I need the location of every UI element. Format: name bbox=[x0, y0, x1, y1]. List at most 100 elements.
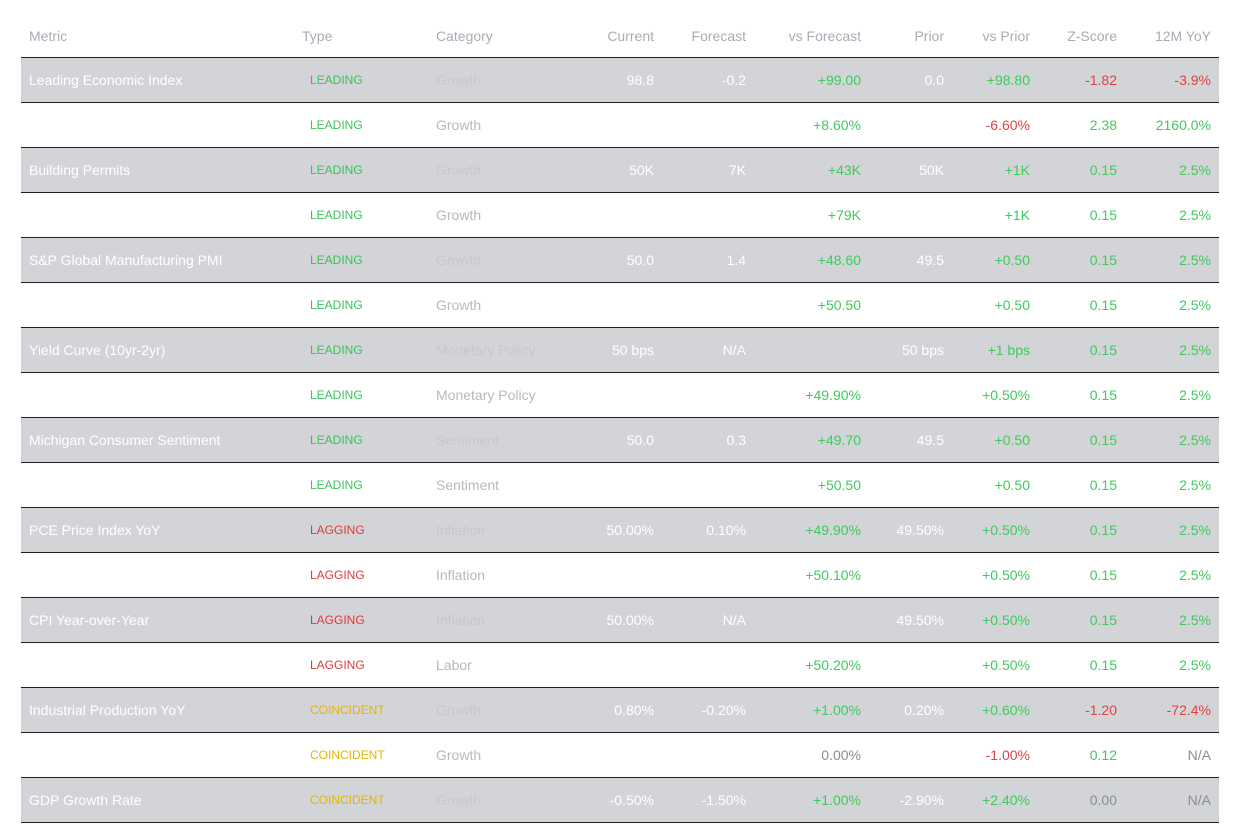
vs-prior-cell: +0.50% bbox=[952, 642, 1038, 688]
vs-prior-cell: +0.50 bbox=[952, 462, 1038, 508]
yoy-cell: 2.5% bbox=[1125, 462, 1219, 508]
forecast-cell: 7K bbox=[662, 147, 754, 193]
vs-prior-cell: +1K bbox=[952, 192, 1038, 238]
table-row[interactable]: GDP Growth Rate COINCIDENT Growth -0.50% -1.… bbox=[21, 777, 1219, 823]
zscore-cell: -1.20 bbox=[1038, 687, 1125, 733]
prior-cell: 49.50% bbox=[869, 507, 952, 553]
column-header-metric[interactable]: Metric bbox=[21, 14, 294, 58]
vs-prior-cell: +0.50% bbox=[952, 372, 1038, 418]
column-header-yoy[interactable]: 12M YoY bbox=[1125, 14, 1219, 58]
zscore-cell: 0.15 bbox=[1038, 552, 1125, 598]
column-header-vs-forecast[interactable]: vs Forecast bbox=[754, 14, 869, 58]
vs-forecast-cell: +50.10% bbox=[754, 552, 869, 598]
column-header-zscore[interactable]: Z-Score bbox=[1038, 14, 1125, 58]
table-row[interactable]: Leading Economic Index LEADING Growth 98.8-… bbox=[21, 57, 1219, 103]
yoy-cell: N/A bbox=[1125, 777, 1219, 823]
metric-cell bbox=[21, 642, 294, 688]
current-cell bbox=[577, 732, 662, 778]
zscore-cell: 0.15 bbox=[1038, 507, 1125, 553]
current-cell bbox=[577, 282, 662, 328]
vs-forecast-cell bbox=[754, 327, 869, 373]
vs-forecast-cell: +1.00% bbox=[754, 777, 869, 823]
table-row[interactable]: Yield Curve (10yr-2yr) LEADING Monetary Po… bbox=[21, 327, 1219, 373]
metric-cell: Leading Economic Index bbox=[21, 57, 294, 103]
column-header-category[interactable]: Category bbox=[428, 14, 577, 58]
table-row[interactable]: Michigan Consumer Sentiment LEADING Sentim… bbox=[21, 417, 1219, 463]
column-header-vs-prior[interactable]: vs Prior bbox=[952, 14, 1038, 58]
category-cell: Monetary Policy bbox=[428, 327, 577, 373]
prior-cell bbox=[869, 372, 952, 418]
prior-cell bbox=[869, 732, 952, 778]
forecast-cell bbox=[662, 642, 754, 688]
vs-prior-cell: +0.50% bbox=[952, 507, 1038, 553]
vs-forecast-cell bbox=[754, 597, 869, 643]
column-header-forecast[interactable]: Forecast bbox=[662, 14, 754, 58]
table-row[interactable]: Industrial Production YoY COINCIDENT Growt… bbox=[21, 687, 1219, 733]
current-cell: 50.00% bbox=[577, 507, 662, 553]
metric-cell: S&P Global Manufacturing PMI bbox=[21, 237, 294, 283]
table-row[interactable]: LEADING Monetary Policy +49.90% +0.50% 0.15 2… bbox=[21, 372, 1219, 418]
yoy-cell: 2.5% bbox=[1125, 282, 1219, 328]
vs-forecast-cell: +1.00% bbox=[754, 687, 869, 733]
vs-prior-cell: +98.80 bbox=[952, 57, 1038, 103]
table-row[interactable]: Building Permits LEADING Growth 50K 7K +43K 50… bbox=[21, 147, 1219, 193]
prior-cell bbox=[869, 552, 952, 598]
type-badge: LEADING bbox=[294, 102, 428, 148]
prior-cell: 49.50% bbox=[869, 597, 952, 643]
forecast-cell bbox=[662, 732, 754, 778]
type-badge: LAGGING bbox=[294, 597, 428, 643]
vs-prior-cell: +0.50 bbox=[952, 237, 1038, 283]
category-cell: Monetary Policy bbox=[428, 372, 577, 418]
category-cell: Growth bbox=[428, 192, 577, 238]
vs-forecast-cell: +99.00 bbox=[754, 57, 869, 103]
yoy-cell: 2.5% bbox=[1125, 552, 1219, 598]
table-row[interactable]: LAGGING Inflation +50.10% +0.50% 0.15 2.5% bbox=[21, 552, 1219, 598]
table-row[interactable]: LEADING Sentiment +50.50 +0.50 0.15 2.5% bbox=[21, 462, 1219, 508]
zscore-cell: 0.15 bbox=[1038, 642, 1125, 688]
category-cell: Inflation bbox=[428, 552, 577, 598]
forecast-cell bbox=[662, 192, 754, 238]
vs-forecast-cell: +48.60 bbox=[754, 237, 869, 283]
table-header-row: Metric Type Category Current Forecast vs… bbox=[21, 14, 1219, 58]
type-badge: COINCIDENT bbox=[294, 777, 428, 823]
table-row[interactable]: COINCIDENT Growth 0.00% -1.00% 0.12 N/A bbox=[21, 732, 1219, 778]
yoy-cell: 2.5% bbox=[1125, 147, 1219, 193]
zscore-cell: 0.15 bbox=[1038, 462, 1125, 508]
metric-cell: Building Permits bbox=[21, 147, 294, 193]
type-badge: LEADING bbox=[294, 237, 428, 283]
type-badge: LAGGING bbox=[294, 552, 428, 598]
metric-cell bbox=[21, 102, 294, 148]
zscore-cell: 0.15 bbox=[1038, 372, 1125, 418]
category-cell: Inflation bbox=[428, 507, 577, 553]
metric-cell bbox=[21, 462, 294, 508]
table-body: Leading Economic Index LEADING Growth 98.8-… bbox=[21, 57, 1219, 823]
column-header-current[interactable]: Current bbox=[577, 14, 662, 58]
vs-forecast-cell: +50.50 bbox=[754, 462, 869, 508]
yoy-cell: 2.5% bbox=[1125, 642, 1219, 688]
zscore-cell: 0.15 bbox=[1038, 192, 1125, 238]
vs-forecast-cell: +49.70 bbox=[754, 417, 869, 463]
column-header-prior[interactable]: Prior bbox=[869, 14, 952, 58]
table-row[interactable]: LEADING Growth +8.60% -6.60% 2.38 2160.0% bbox=[21, 102, 1219, 148]
metric-cell: Michigan Consumer Sentiment bbox=[21, 417, 294, 463]
table-row[interactable]: PCE Price Index YoY LAGGING Inflation 50.00… bbox=[21, 507, 1219, 553]
current-cell: 50.0 bbox=[577, 237, 662, 283]
vs-prior-cell: +0.50% bbox=[952, 552, 1038, 598]
vs-prior-cell: -1.00% bbox=[952, 732, 1038, 778]
table-row[interactable]: LAGGING Labor +50.20% +0.50% 0.15 2.5% bbox=[21, 642, 1219, 688]
yoy-cell: 2.5% bbox=[1125, 597, 1219, 643]
table-row[interactable]: LEADING Growth +50.50 +0.50 0.15 2.5% bbox=[21, 282, 1219, 328]
prior-cell: -2.90% bbox=[869, 777, 952, 823]
vs-forecast-cell: +8.60% bbox=[754, 102, 869, 148]
type-badge: LEADING bbox=[294, 327, 428, 373]
prior-cell bbox=[869, 282, 952, 328]
table-row[interactable]: CPI Year-over-Year LAGGING Inflation 50.00%… bbox=[21, 597, 1219, 643]
table-row[interactable]: LEADING Growth +79K +1K 0.15 2.5% bbox=[21, 192, 1219, 238]
current-cell bbox=[577, 102, 662, 148]
prior-cell: 0.20% bbox=[869, 687, 952, 733]
table-row[interactable]: S&P Global Manufacturing PMI LEADING Growt… bbox=[21, 237, 1219, 283]
yoy-cell: 2.5% bbox=[1125, 327, 1219, 373]
vs-prior-cell: +0.60% bbox=[952, 687, 1038, 733]
type-badge: LAGGING bbox=[294, 507, 428, 553]
column-header-type[interactable]: Type bbox=[294, 14, 428, 58]
